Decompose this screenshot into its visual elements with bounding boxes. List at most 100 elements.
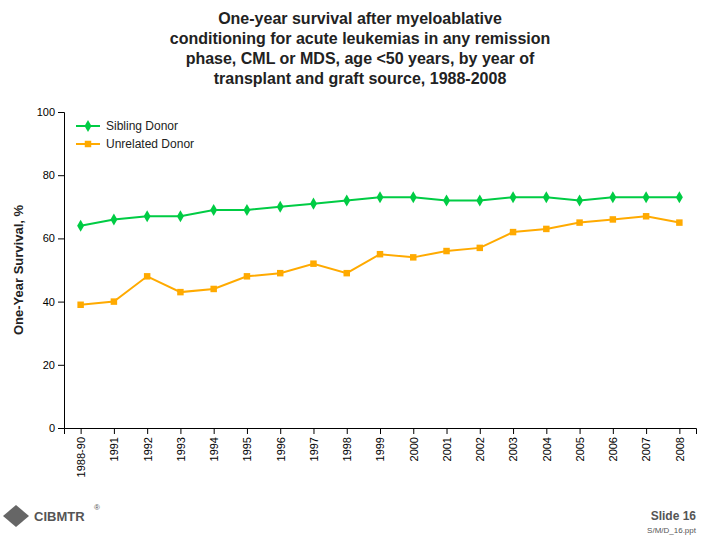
x-tick-label: 2003 [507, 437, 519, 461]
y-tick-label: 60 [43, 232, 55, 244]
y-tick-mark [58, 302, 64, 303]
x-tick-mark [247, 428, 248, 434]
y-tick: 0 [49, 422, 64, 434]
point [510, 229, 516, 235]
x-tick: 2001 [441, 428, 453, 461]
legend-label: Sibling Donor [106, 119, 178, 133]
x-tick-mark [513, 428, 514, 434]
point [144, 273, 150, 279]
logo-diamond [3, 505, 29, 527]
x-tick: 1994 [208, 428, 220, 461]
annotation: S/M/D_16.ppt [647, 526, 697, 535]
x-tick-label: 2001 [441, 437, 453, 461]
x-tick: 2005 [574, 428, 586, 461]
x-tick: 2000 [408, 428, 420, 461]
x-tick-mark [679, 428, 680, 434]
legend: Sibling Donor Unrelated Donor [76, 119, 194, 151]
point [576, 219, 582, 225]
x-tick: 1992 [142, 428, 154, 461]
y-tick: 100 [37, 106, 64, 118]
x-tick: 2007 [640, 428, 652, 461]
x-tick: 1988-90 [75, 428, 87, 477]
x-tick: 1993 [175, 428, 187, 461]
y-tick: 40 [43, 296, 64, 308]
x-tick: 1998 [341, 428, 353, 461]
x-tick-mark [280, 428, 281, 434]
x-tick-mark [380, 428, 381, 434]
y-tick-label: 40 [43, 296, 55, 308]
x-tick-mark [114, 428, 115, 434]
x-tick-mark [646, 428, 647, 434]
x-tick-label: 2002 [474, 437, 486, 461]
x-tick: 1997 [308, 428, 320, 461]
x-tick-mark [580, 428, 581, 434]
point [410, 191, 417, 203]
point [277, 270, 283, 276]
annotation: Slide 16 [651, 509, 697, 523]
point [310, 260, 316, 266]
title-line: One-year survival after myeloablative [218, 10, 502, 27]
x-tick: 1996 [275, 428, 287, 461]
point [477, 245, 483, 251]
x-tick-label: 1997 [308, 437, 320, 461]
x-tick-mark [147, 428, 148, 434]
plot: 0 20 40 60 80 100 1988-90 1991 1992 1993 1994 1995 1… [37, 106, 697, 477]
x-tick: 2003 [507, 428, 519, 461]
point [377, 251, 383, 257]
point [543, 226, 549, 232]
point [643, 213, 649, 219]
y-tick: 60 [43, 232, 64, 244]
y-tick-mark [58, 238, 64, 239]
y-tick-mark [58, 428, 64, 429]
point [543, 191, 550, 203]
y-axis-title: One-Year Survival, % [11, 205, 26, 336]
x-tick-mark [413, 428, 414, 434]
chart: One-year survival after myeloablativecon… [0, 0, 720, 540]
x-tick-label: 1995 [241, 437, 253, 461]
x-tick-label: 1992 [142, 437, 154, 461]
point [144, 210, 151, 222]
point [643, 191, 650, 203]
point [610, 216, 616, 222]
point [609, 191, 616, 203]
annotation: CIBMTR [34, 509, 85, 524]
point [210, 286, 216, 292]
title-line: phase, CML or MDS, age <50 years, by yea… [186, 50, 535, 67]
x-tick-mark [447, 428, 448, 434]
legend-marker [85, 120, 92, 132]
x-tick-label: 2005 [574, 437, 586, 461]
x-tick-label: 1998 [341, 437, 353, 461]
point [443, 248, 449, 254]
x-tick: 1991 [108, 428, 120, 461]
y-axis: 0 20 40 60 80 100 [37, 106, 65, 434]
y-tick-label: 80 [43, 169, 55, 181]
point [110, 213, 117, 225]
point [343, 194, 350, 206]
point [77, 302, 83, 308]
point [576, 194, 583, 206]
x-tick-mark [546, 428, 547, 434]
legend-label: Unrelated Donor [106, 137, 194, 151]
point [111, 298, 117, 304]
point [177, 210, 184, 222]
x-tick-mark [81, 428, 82, 434]
point [476, 194, 483, 206]
x-tick-label: 1993 [175, 437, 187, 461]
x-tick-label: 1994 [208, 437, 220, 461]
x-tick-label: 2006 [607, 437, 619, 461]
y-tick: 20 [43, 359, 64, 371]
legend-item: Unrelated Donor [76, 137, 194, 151]
x-tick: 2004 [541, 428, 553, 461]
point [210, 204, 217, 216]
point [244, 273, 250, 279]
x-tick-label: 2008 [674, 437, 686, 461]
x-tick-mark [480, 428, 481, 434]
x-tick-label: 1988-90 [75, 437, 87, 477]
x-tick-label: 1996 [275, 437, 287, 461]
point [243, 204, 250, 216]
point [410, 254, 416, 260]
x-tick-mark [214, 428, 215, 434]
y-tick-mark [58, 175, 64, 176]
legend-item: Sibling Donor [76, 119, 178, 133]
x-tick-mark [180, 428, 181, 434]
